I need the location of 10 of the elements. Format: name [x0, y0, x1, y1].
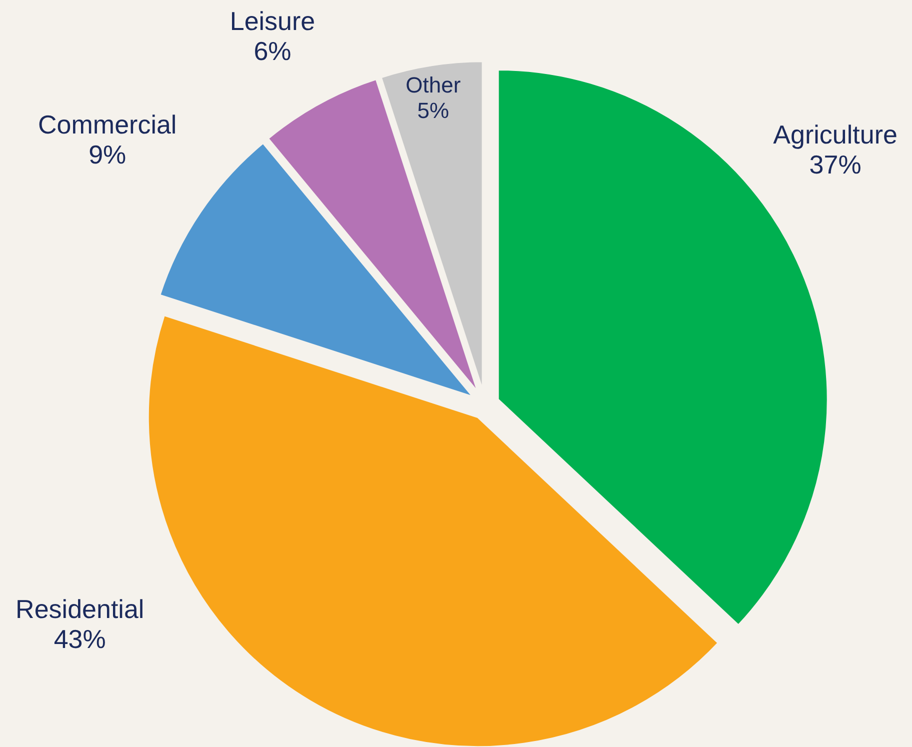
data-label: 9%: [88, 140, 126, 170]
slice-label: Agriculture: [773, 120, 898, 150]
slice-label: Other: [406, 72, 461, 98]
data-label: 5%: [417, 98, 450, 124]
data-label: 6%: [254, 36, 292, 66]
slice-label: Residential: [16, 594, 144, 624]
data-label: 37%: [809, 149, 862, 180]
data-label: 43%: [54, 624, 106, 654]
slice-label: Leisure: [230, 6, 316, 36]
slice-label: Commercial: [38, 110, 177, 140]
